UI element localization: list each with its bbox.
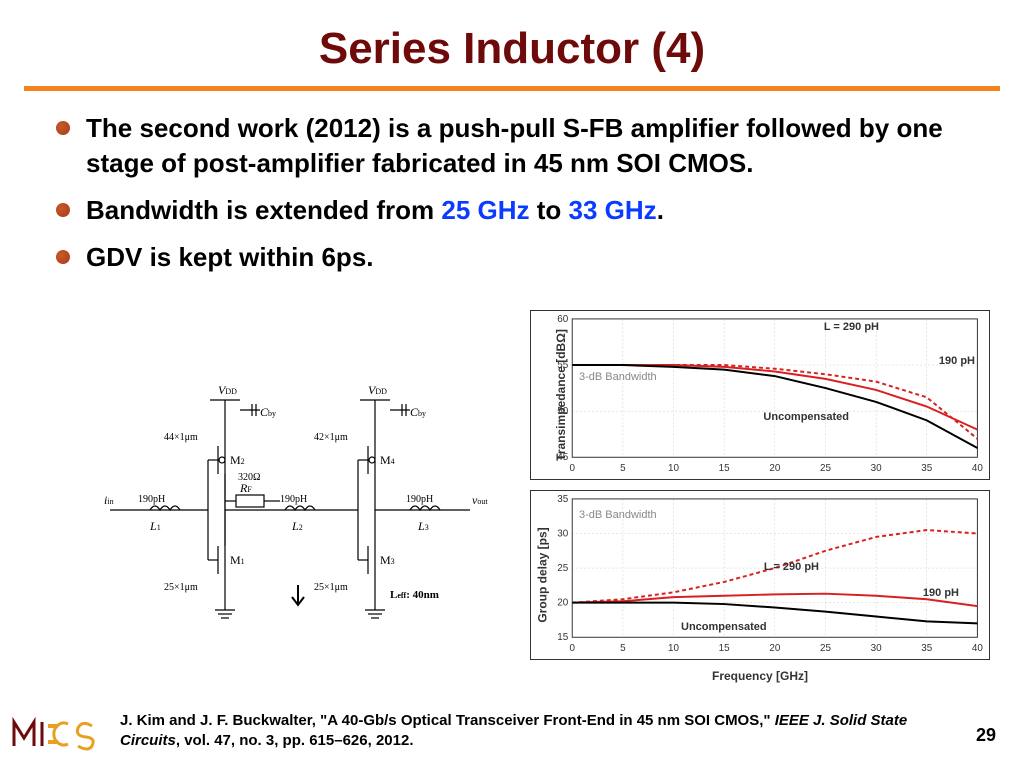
chart1-uncomp: Uncompensated (763, 411, 849, 423)
transimpedance-chart: Transimpedance [dBΩ] 4550556005101520253… (530, 310, 990, 480)
svg-text:40: 40 (972, 463, 983, 474)
svg-text:L2: L2 (291, 519, 303, 533)
bullet-dot-icon (56, 250, 70, 264)
chart2-xlabel: Frequency [GHz] (712, 669, 808, 683)
svg-text:5: 5 (620, 643, 626, 654)
svg-text:0: 0 (569, 463, 575, 474)
svg-text:15: 15 (557, 632, 568, 643)
chart2-3db: 3-dB Bandwidth (579, 509, 657, 521)
svg-text:15: 15 (719, 643, 730, 654)
svg-text:iin: iin (104, 493, 114, 507)
citation-title: "A 40-Gb/s Optical Transceiver Front-End… (320, 712, 775, 729)
svg-text:30: 30 (871, 463, 882, 474)
page-number: 29 (976, 725, 996, 746)
citation: J. Kim and J. F. Buckwalter, "A 40-Gb/s … (120, 711, 964, 750)
svg-text:25: 25 (820, 463, 831, 474)
circuit-schematic: VDD VDD Cby Cby iin vout M2 M1 M4 M3 L1 … (100, 380, 500, 640)
bullet-text: Bandwidth is extended from 25 GHz to 33 … (86, 193, 664, 228)
svg-text:M2: M2 (230, 453, 245, 467)
svg-text:35: 35 (557, 494, 568, 505)
svg-text:RF: RF (239, 481, 252, 495)
svg-text:190pH: 190pH (406, 494, 433, 505)
svg-text:0: 0 (569, 643, 575, 654)
svg-text:40: 40 (972, 643, 983, 654)
svg-text:25×1μm: 25×1μm (314, 582, 348, 593)
bullet-item: The second work (2012) is a push-pull S-… (56, 111, 984, 181)
bullet-item: Bandwidth is extended from 25 GHz to 33 … (56, 193, 984, 228)
svg-text:M4: M4 (380, 453, 395, 467)
svg-text:320Ω: 320Ω (238, 472, 260, 483)
svg-text:45: 45 (557, 452, 568, 463)
svg-text:20: 20 (769, 463, 780, 474)
svg-text:30: 30 (871, 643, 882, 654)
svg-text:30: 30 (557, 528, 568, 539)
svg-text:vout: vout (472, 493, 488, 507)
chart2-l190: 190 pH (923, 587, 959, 599)
svg-text:50: 50 (557, 406, 568, 417)
svg-text:35: 35 (921, 463, 932, 474)
svg-text:10: 10 (668, 643, 679, 654)
title-rule (24, 86, 1000, 91)
svg-text:L3: L3 (417, 519, 429, 533)
svg-text:VDD: VDD (218, 383, 237, 397)
svg-text:5: 5 (620, 463, 626, 474)
svg-text:Cby: Cby (410, 405, 426, 419)
bullet-list: The second work (2012) is a push-pull S-… (0, 111, 1024, 275)
chart1-l190: 190 pH (939, 355, 975, 367)
svg-text:42×1μm: 42×1μm (314, 432, 348, 443)
bullet-dot-icon (56, 203, 70, 217)
mics-logo (10, 712, 100, 752)
svg-text:L1: L1 (149, 519, 161, 533)
svg-text:190pH: 190pH (138, 494, 165, 505)
svg-text:25: 25 (557, 563, 568, 574)
svg-text:25×1μm: 25×1μm (164, 582, 198, 593)
svg-text:55: 55 (557, 360, 568, 371)
charts-panel: Transimpedance [dBΩ] 4550556005101520253… (530, 310, 990, 690)
svg-text:44×1μm: 44×1μm (164, 432, 198, 443)
chart2-uncomp: Uncompensated (681, 621, 767, 633)
svg-text:25: 25 (820, 643, 831, 654)
svg-text:20: 20 (769, 643, 780, 654)
svg-text:15: 15 (719, 463, 730, 474)
chart1-l290: L = 290 pH (824, 321, 879, 333)
svg-text:Cby: Cby (260, 405, 276, 419)
bullet-text: GDV is kept within 6ps. (86, 240, 374, 275)
svg-text:M1: M1 (230, 553, 245, 567)
chart1-3db: 3-dB Bandwidth (579, 371, 657, 383)
svg-text:35: 35 (921, 643, 932, 654)
svg-text:M3: M3 (380, 553, 395, 567)
svg-text:20: 20 (557, 598, 568, 609)
svg-text:10: 10 (668, 463, 679, 474)
figures-area: VDD VDD Cby Cby iin vout M2 M1 M4 M3 L1 … (40, 340, 1000, 690)
svg-text:VDD: VDD (368, 383, 387, 397)
bullet-dot-icon (56, 121, 70, 135)
svg-text:190pH: 190pH (280, 494, 307, 505)
group-delay-chart: Group delay [ps] Frequency [GHz] 1520253… (530, 490, 990, 660)
chart2-l290: L = 290 pH (764, 561, 819, 573)
svg-text:60: 60 (557, 314, 568, 325)
bullet-text: The second work (2012) is a push-pull S-… (86, 111, 984, 181)
svg-text:Leff: 40nm: Leff: 40nm (390, 589, 439, 601)
schematic-svg: VDD VDD Cby Cby iin vout M2 M1 M4 M3 L1 … (100, 380, 500, 640)
citation-authors: J. Kim and J. F. Buckwalter, (120, 712, 320, 729)
page-title: Series Inductor (4) (0, 0, 1024, 86)
bullet-item: GDV is kept within 6ps. (56, 240, 984, 275)
citation-rest: , vol. 47, no. 3, pp. 615–626, 2012. (176, 732, 414, 749)
